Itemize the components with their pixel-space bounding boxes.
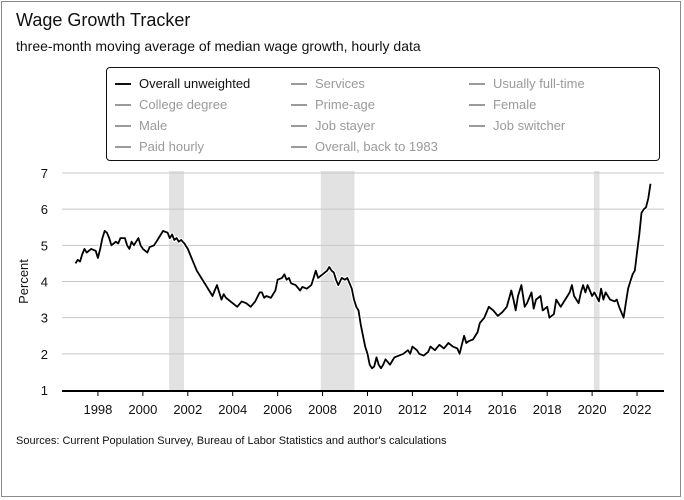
x-tick-label: 2000	[128, 402, 157, 417]
chart-title: Wage Growth Tracker	[16, 10, 191, 30]
y-tick-label: 6	[41, 202, 48, 217]
legend-line-swatch-icon	[291, 124, 307, 127]
legend-line-swatch-icon	[115, 124, 131, 127]
legend: Overall unweighted Services Usually full…	[106, 67, 660, 161]
legend-line-swatch-icon	[469, 124, 485, 127]
x-tick-label: 2002	[173, 402, 202, 417]
x-tick-label: 2008	[308, 402, 337, 417]
legend-item-prime-age[interactable]: Prime-age	[291, 97, 375, 112]
legend-line-swatch-icon	[115, 145, 131, 148]
legend-line-swatch-icon	[291, 82, 307, 85]
y-tick-label: 3	[41, 311, 48, 326]
legend-item-female[interactable]: Female	[469, 97, 536, 112]
legend-item-male[interactable]: Male	[115, 118, 167, 133]
legend-item-college-degree[interactable]: College degree	[115, 97, 227, 112]
x-tick-label: 2022	[623, 402, 652, 417]
recession-band	[169, 171, 184, 390]
x-tick-label: 1998	[83, 402, 112, 417]
y-axis-label: Percent	[16, 259, 31, 304]
legend-line-swatch-icon	[115, 82, 131, 85]
x-tick-label: 2012	[398, 402, 427, 417]
legend-item-overall-back-to-1983[interactable]: Overall, back to 1983	[291, 139, 438, 154]
y-tick-label: 4	[41, 275, 48, 290]
y-tick-label: 2	[41, 347, 48, 362]
legend-line-swatch-icon	[291, 103, 307, 106]
legend-line-swatch-icon	[469, 82, 485, 85]
x-tick-label: 2020	[578, 402, 607, 417]
legend-item-job-stayer[interactable]: Job stayer	[291, 118, 375, 133]
x-tick-label: 2016	[488, 402, 517, 417]
legend-line-swatch-icon	[469, 103, 485, 106]
chart-subtitle: three-month moving average of median wag…	[16, 38, 421, 54]
x-tick-label: 2006	[263, 402, 292, 417]
y-tick-label: 1	[41, 383, 48, 398]
x-tick-label: 2004	[218, 402, 247, 417]
legend-item-overall-unweighted[interactable]: Overall unweighted	[115, 76, 250, 91]
y-tick-label: 5	[41, 238, 48, 253]
x-tick-label: 2018	[533, 402, 562, 417]
series-line-halo	[73, 183, 653, 371]
legend-item-usually-full-time[interactable]: Usually full-time	[469, 76, 585, 91]
legend-line-swatch-icon	[291, 145, 307, 148]
x-tick-label: 2014	[443, 402, 472, 417]
source-note: Sources: Current Population Survey, Bure…	[16, 435, 447, 447]
legend-item-paid-hourly[interactable]: Paid hourly	[115, 139, 204, 154]
y-tick-label: 7	[41, 166, 48, 181]
legend-item-job-switcher[interactable]: Job switcher	[469, 118, 565, 133]
recession-band	[593, 171, 600, 390]
legend-line-swatch-icon	[115, 103, 131, 106]
x-tick-label: 2010	[353, 402, 382, 417]
legend-item-services[interactable]: Services	[291, 76, 365, 91]
series-line-overall-unweighted	[74, 183, 652, 370]
